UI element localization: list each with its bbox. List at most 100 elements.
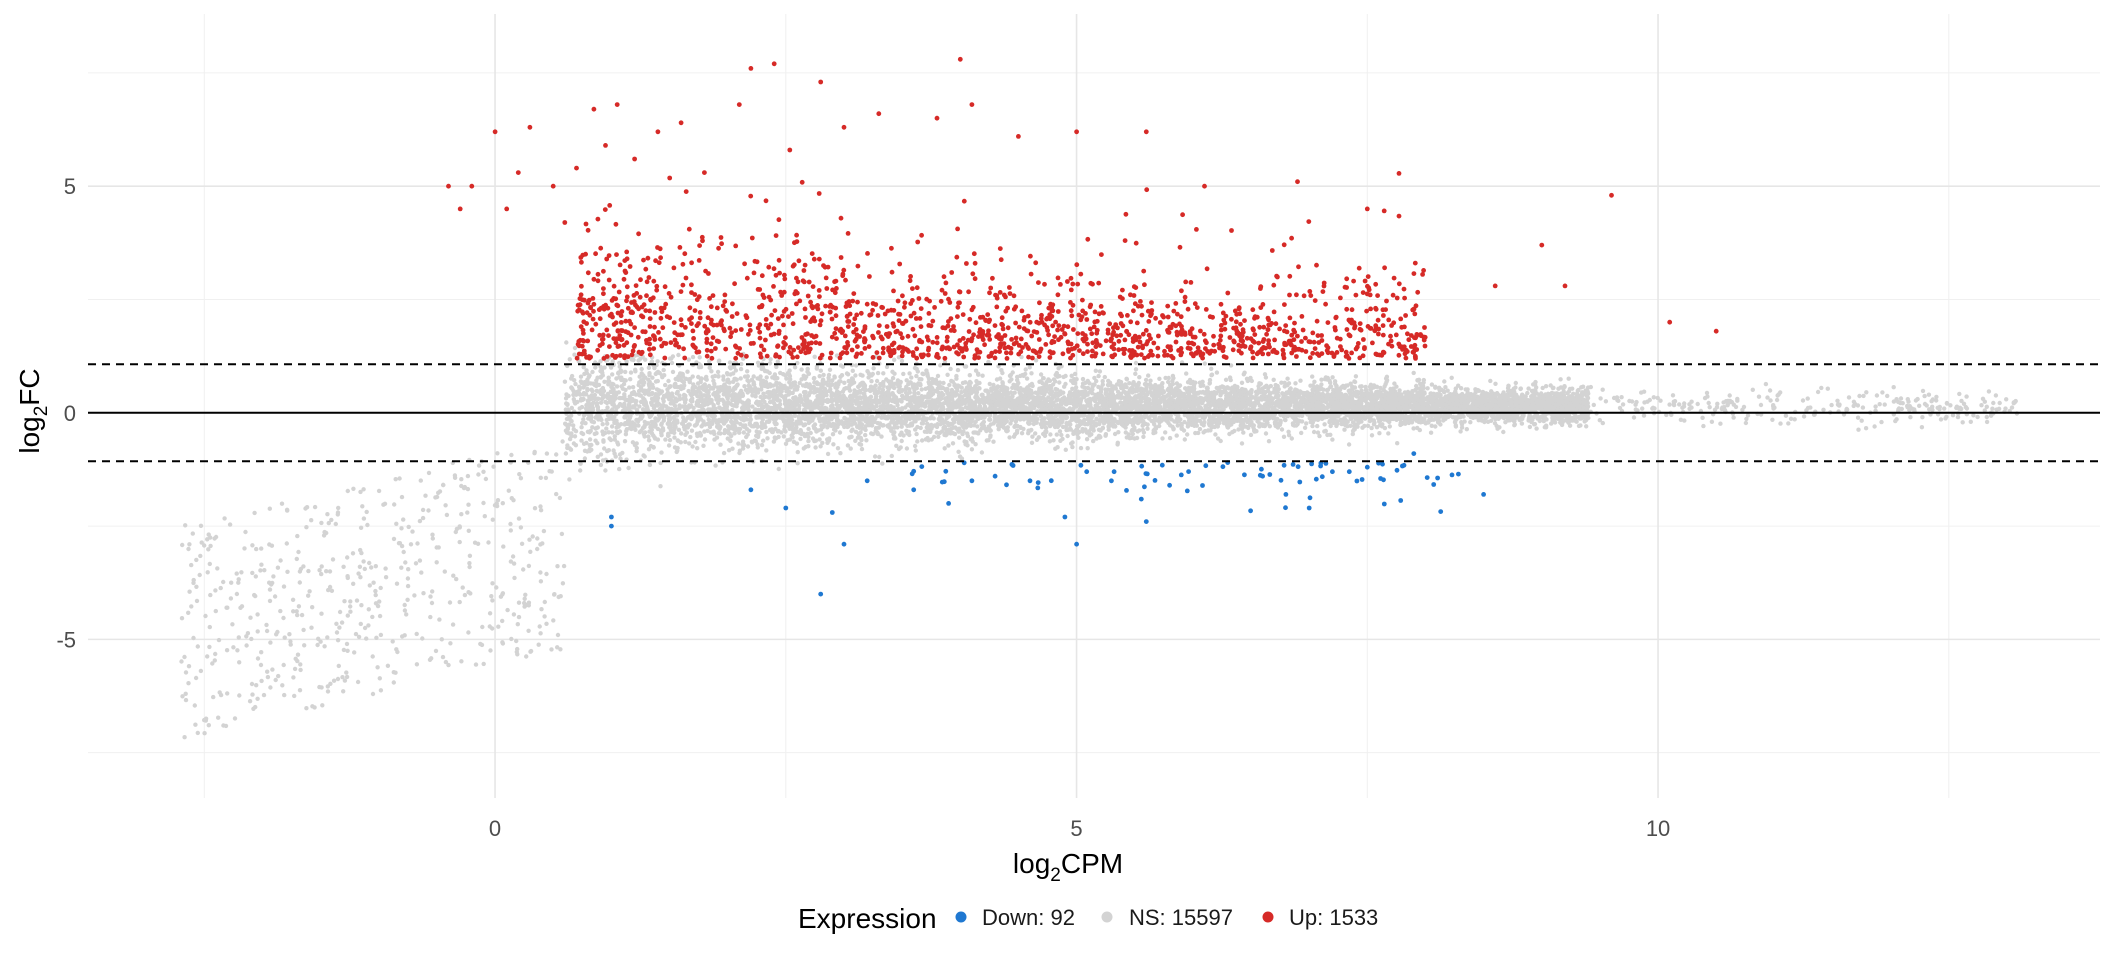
ns-point [236,580,241,585]
ns-point [980,373,985,378]
ns-point [1065,433,1070,439]
ns-point [254,683,259,688]
ns-point [607,379,612,384]
ns-point [297,688,303,693]
ns-point [446,662,451,668]
ns-point [1756,394,1762,399]
ns-point [1047,439,1053,444]
ns-point [344,670,349,675]
ns-point [1371,418,1377,423]
ns-point [1984,414,1990,420]
ns-point [295,612,300,618]
ns-point [437,617,442,622]
ns-point [179,616,185,621]
ns-point [284,541,289,546]
ns-point [235,648,240,653]
ns-point [695,446,700,451]
ns-point [309,625,314,630]
ns-point [255,656,261,661]
ns-point [1859,418,1864,423]
ns-point [375,665,380,670]
ns-point [224,648,230,653]
ns-point [252,592,257,598]
ns-points-layer [179,340,2020,740]
ns-point [787,380,792,385]
ns-point [627,414,633,419]
ns-point [1024,376,1030,381]
ns-point [1877,402,1882,407]
ns-point [510,554,516,559]
ns-point [414,631,419,637]
ns-point [1990,406,1995,411]
ns-point [1281,434,1287,439]
ns-point [1513,380,1519,386]
ns-point [433,648,439,654]
ns-point [842,424,847,430]
ns-point [518,525,524,530]
ns-point [358,489,363,495]
ns-point [436,545,441,550]
ns-point [406,524,411,530]
ns-point [605,405,610,410]
ns-point [603,468,608,473]
ns-point [517,472,522,477]
ns-point [1934,394,1939,400]
ns-point [490,517,495,522]
ns-point [394,581,400,586]
ns-point [459,512,464,517]
ns-point [957,435,962,440]
ns-point [356,571,361,576]
ns-point [327,584,333,590]
ns-point [859,446,865,452]
ns-point [392,502,397,507]
ns-point [1185,432,1190,437]
ns-point [1558,385,1564,390]
ns-point [281,584,287,589]
ns-point [370,654,375,659]
ns-point [764,429,769,435]
ns-point [325,689,331,694]
ns-point [213,534,219,540]
ns-point [697,355,702,360]
ns-point [828,382,833,387]
ns-point [805,366,810,372]
ns-point [1262,372,1268,377]
ns-point [320,703,325,708]
ns-point [373,564,378,569]
ns-point [554,491,559,497]
ns-point [1059,432,1064,438]
ns-point [198,553,203,559]
ns-point [724,371,730,376]
ns-point [1493,381,1498,386]
ns-point [1582,419,1587,424]
ns-point [331,678,337,683]
ns-point [1558,377,1563,382]
ns-point [659,433,664,438]
ns-point [216,637,222,643]
ns-point [190,531,195,536]
ns-point [1293,381,1298,386]
ns-point [1299,419,1305,424]
ns-point [1127,381,1132,386]
ns-point [1588,384,1594,390]
ns-point [423,493,428,498]
ns-point [335,510,341,515]
ns-point [341,647,347,653]
ns-point [799,367,804,372]
ns-point [1543,384,1549,389]
ns-point [596,382,602,388]
ns-point [239,570,244,575]
ns-point [1534,426,1539,431]
ns-point [340,675,345,680]
ns-point [543,475,549,481]
ns-point [351,581,356,586]
ns-point [675,445,680,451]
ns-point [403,560,408,565]
ns-point [516,516,522,521]
ns-point [736,441,741,446]
ns-point [366,607,371,612]
ns-point [935,373,941,379]
ns-point [641,382,646,387]
ns-point [1096,373,1101,379]
ns-point [486,540,491,545]
